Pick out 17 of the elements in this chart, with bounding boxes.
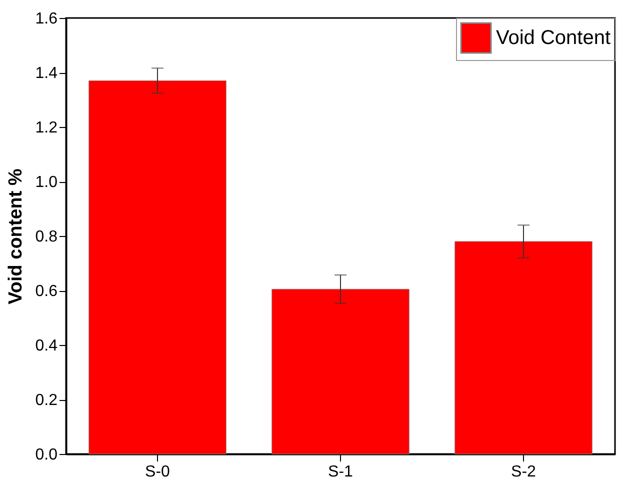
bar <box>454 241 592 454</box>
y-tick-label: 1.4 <box>35 65 58 82</box>
legend-label: Void Content <box>496 27 611 49</box>
y-tick-label: 1.2 <box>35 120 58 136</box>
bar <box>272 288 410 454</box>
y-axis-title: Void content % <box>5 168 26 304</box>
y-tick-label: 0.0 <box>35 446 58 464</box>
y-tick-label: 1.6 <box>35 10 58 28</box>
x-tick-label: S-0 <box>145 464 170 480</box>
bar <box>88 80 226 454</box>
y-tick-label: 0.2 <box>35 392 58 409</box>
x-tick-label: S-2 <box>511 464 536 480</box>
y-tick-label: 0.4 <box>35 338 58 354</box>
y-tick-label: 0.6 <box>35 283 58 300</box>
y-tick-label: 0.8 <box>35 228 58 246</box>
y-tick-label: 1.0 <box>35 174 58 191</box>
x-tick-label: S-1 <box>328 464 354 480</box>
